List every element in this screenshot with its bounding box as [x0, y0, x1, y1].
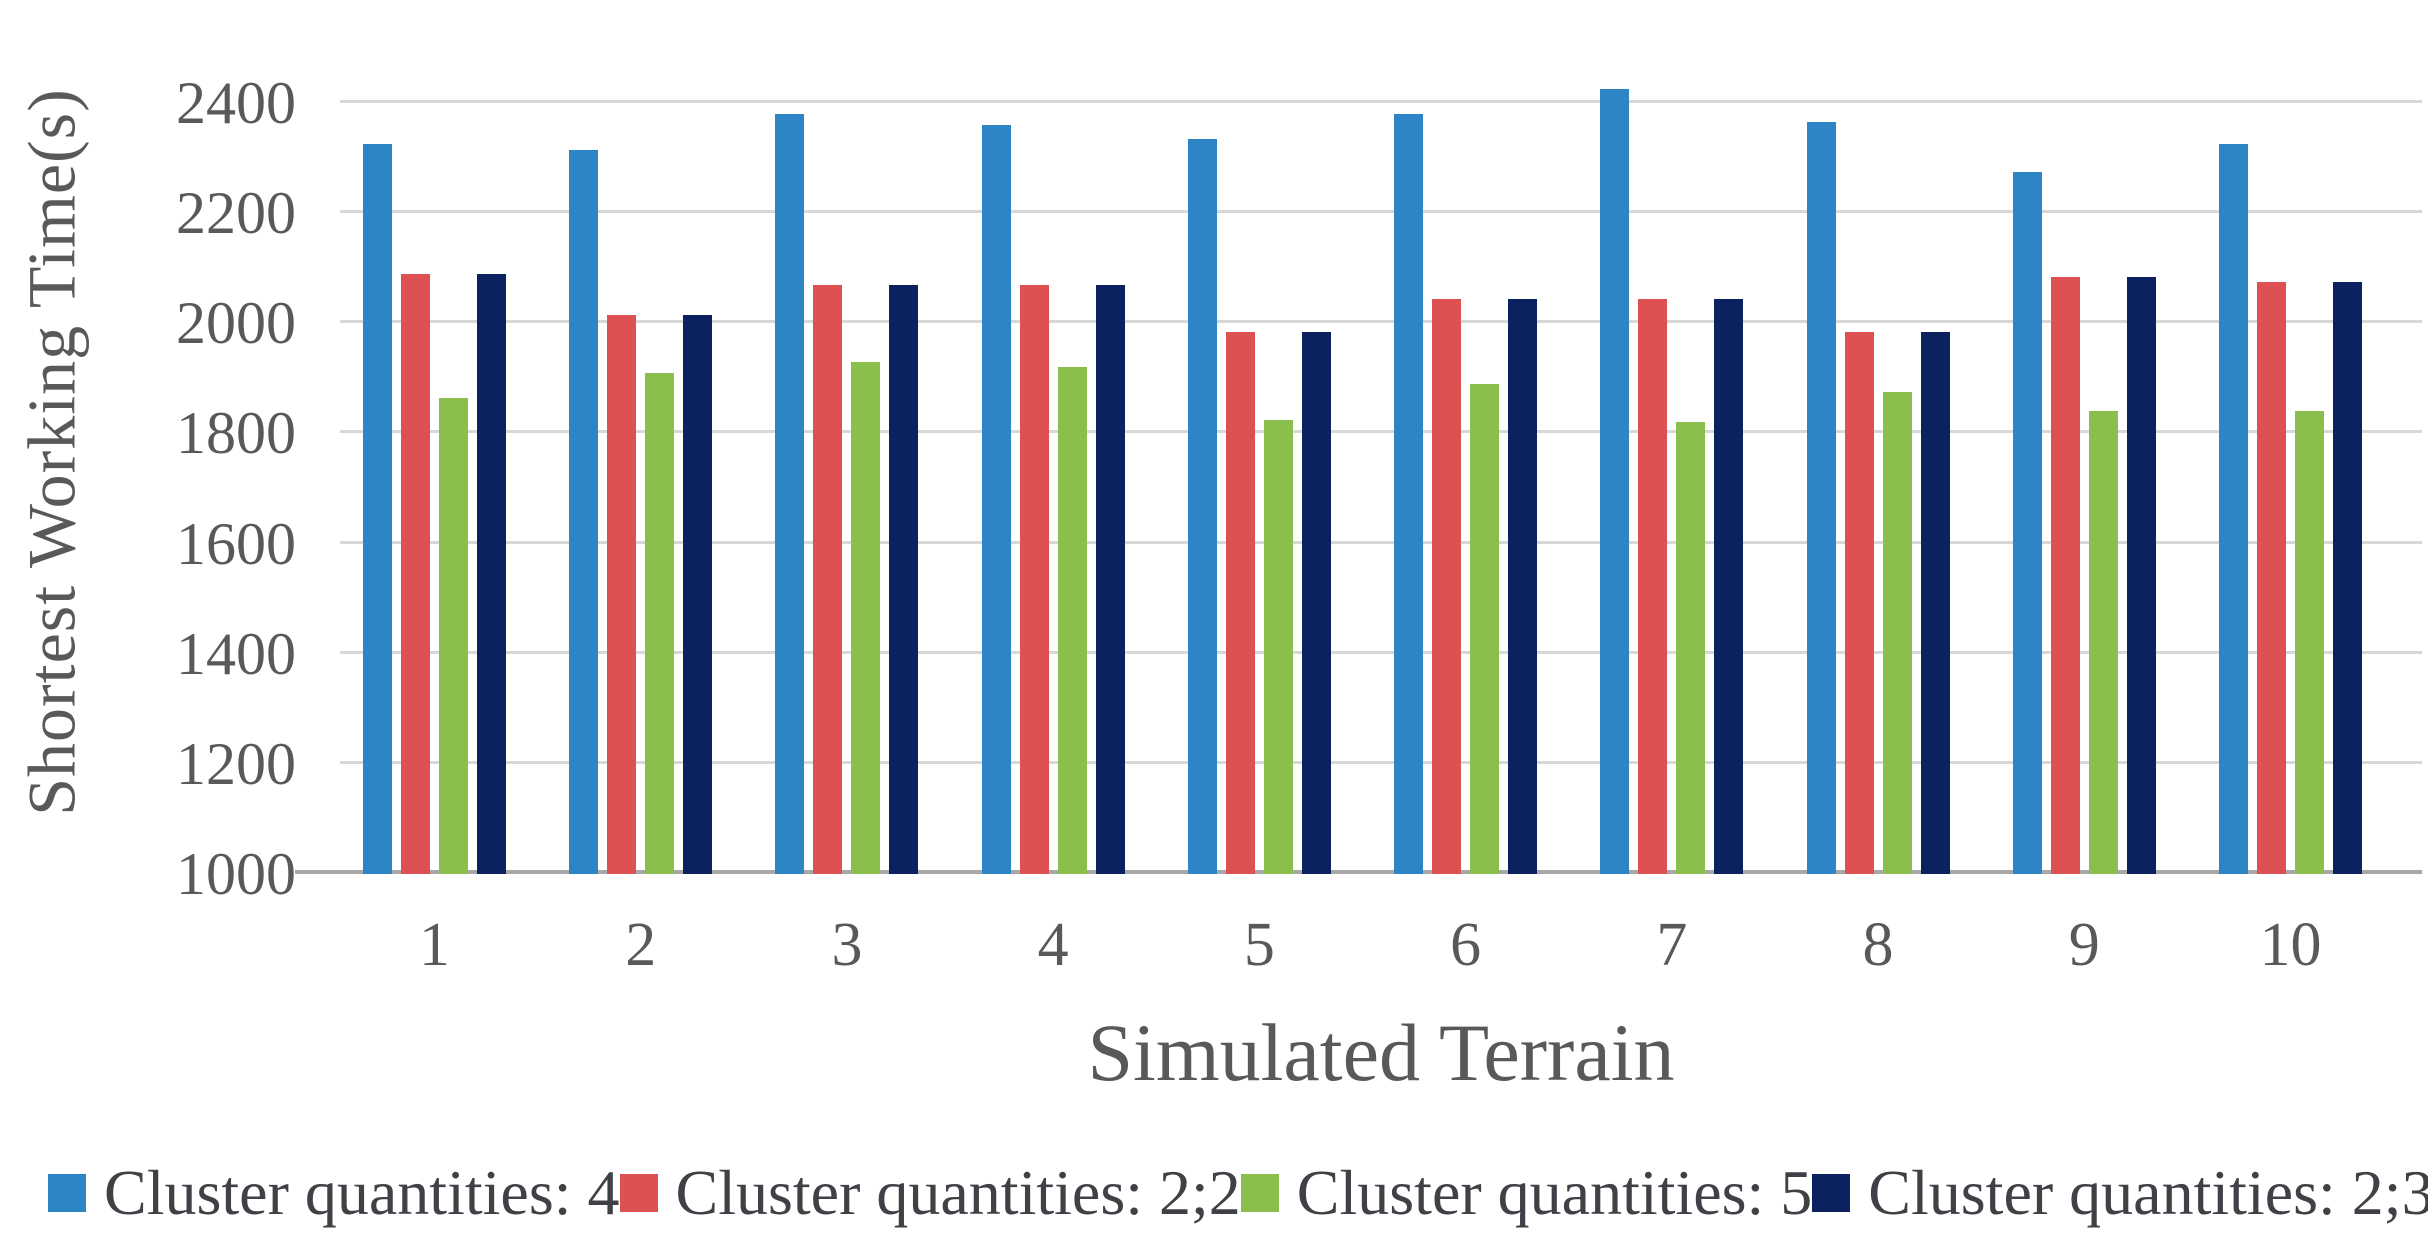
bar — [683, 315, 713, 874]
legend-label: Cluster quantities: 2;2 — [675, 1157, 1241, 1228]
bar — [851, 361, 881, 874]
bar — [2294, 411, 2324, 874]
bar — [1638, 298, 1668, 874]
bar — [1187, 138, 1217, 874]
y-tick-label: 2400 — [176, 70, 296, 137]
gridline — [340, 540, 2422, 544]
bar — [2088, 411, 2118, 874]
bar — [1019, 284, 1049, 874]
chart — [295, 48, 2422, 874]
legend-swatch — [619, 1174, 658, 1212]
legend-label: Cluster quantities: 5 — [1296, 1157, 1813, 1228]
bar — [2126, 276, 2156, 874]
bar-group — [775, 114, 919, 874]
x-tick-label: 9 — [2068, 911, 2100, 979]
bar — [1920, 331, 1950, 874]
x-tick-label: 8 — [1862, 911, 1894, 979]
bar — [1600, 89, 1630, 874]
legend-swatch — [1812, 1174, 1851, 1212]
bar — [2050, 276, 2080, 874]
bar-group — [569, 149, 713, 874]
bar — [1806, 122, 1836, 874]
bar-group — [2012, 171, 2156, 874]
gridline — [340, 650, 2422, 654]
x-tick-label: 2 — [625, 911, 657, 979]
bar — [889, 284, 919, 874]
legend-swatch — [48, 1174, 86, 1212]
bar — [607, 315, 637, 874]
legend-label: Cluster quantities: 4 — [104, 1157, 620, 1228]
bar-group — [2218, 144, 2362, 874]
x-tick-label: 3 — [831, 911, 863, 979]
x-tick-label: 7 — [1656, 911, 1688, 979]
legend-item: Cluster quantities: 2;2 — [619, 1156, 1241, 1230]
bar — [1301, 331, 1331, 874]
gridline — [340, 430, 2422, 434]
y-tick-label: 1200 — [176, 730, 296, 797]
legend: Cluster quantities: 4 Cluster quantities:… — [48, 1156, 2428, 1230]
legend-item: Cluster quantities: 4 — [48, 1156, 620, 1230]
bar — [1470, 383, 1500, 874]
y-tick-label: 2200 — [176, 180, 296, 247]
legend-label: Cluster quantities: 2;3 — [1868, 1157, 2428, 1228]
bar — [477, 273, 506, 874]
x-tick-label: 4 — [1037, 911, 1069, 979]
bar — [1225, 331, 1255, 874]
bar — [1714, 298, 1744, 874]
x-tick-label: 1 — [419, 911, 450, 979]
bar — [1263, 419, 1293, 874]
legend-swatch — [1240, 1174, 1279, 1212]
legend-item: Cluster quantities: 5 — [1240, 1156, 1813, 1230]
gridlines — [295, 48, 2422, 874]
x-axis-labels: 1 2 3 4 5 6 7 8 9 10 — [340, 910, 2422, 981]
bar — [1095, 284, 1125, 874]
gridline — [340, 320, 2422, 324]
bar-group — [1187, 138, 1331, 874]
bar — [439, 397, 468, 874]
y-axis-labels: 1000 1200 1400 1600 1800 2000 2200 2400 — [0, 48, 296, 904]
bar-group — [1806, 122, 1950, 874]
bar — [1676, 422, 1706, 874]
bar — [363, 144, 392, 874]
y-tick-label: 2000 — [176, 290, 296, 357]
x-tick-label: 5 — [1243, 911, 1275, 979]
gridline — [340, 760, 2422, 764]
bar — [2218, 144, 2248, 874]
y-tick-label: 1600 — [176, 510, 296, 577]
bar — [1844, 331, 1874, 874]
bar — [2256, 282, 2286, 874]
bar — [1508, 298, 1538, 874]
bar — [775, 114, 805, 874]
y-tick-label: 1800 — [176, 400, 296, 467]
bar-group — [363, 144, 506, 874]
bar-group — [1394, 114, 1538, 874]
bar-group — [1600, 89, 1744, 874]
bar — [569, 149, 599, 874]
bar — [2012, 171, 2042, 874]
y-tick-label: 1400 — [176, 620, 296, 687]
y-tick-label: 1000 — [176, 841, 296, 907]
x-tick-label: 10 — [2259, 911, 2322, 979]
bar — [2332, 282, 2362, 874]
legend-item: Cluster quantities: 2;3 — [1812, 1156, 2428, 1230]
bar — [1432, 298, 1462, 874]
bar — [1882, 392, 1912, 874]
bar — [645, 372, 675, 874]
x-axis-title: Simulated Terrain — [1087, 1007, 1675, 1098]
bar — [1394, 114, 1424, 874]
x-tick-label: 6 — [1450, 911, 1482, 979]
bar — [981, 125, 1011, 874]
bar-group — [981, 125, 1125, 874]
plot-area — [340, 48, 2422, 874]
gridline — [340, 100, 2422, 104]
gridline — [340, 210, 2422, 214]
x-axis-line — [295, 870, 2422, 874]
bar — [401, 273, 430, 874]
bar — [1057, 367, 1087, 874]
bar — [813, 284, 843, 874]
